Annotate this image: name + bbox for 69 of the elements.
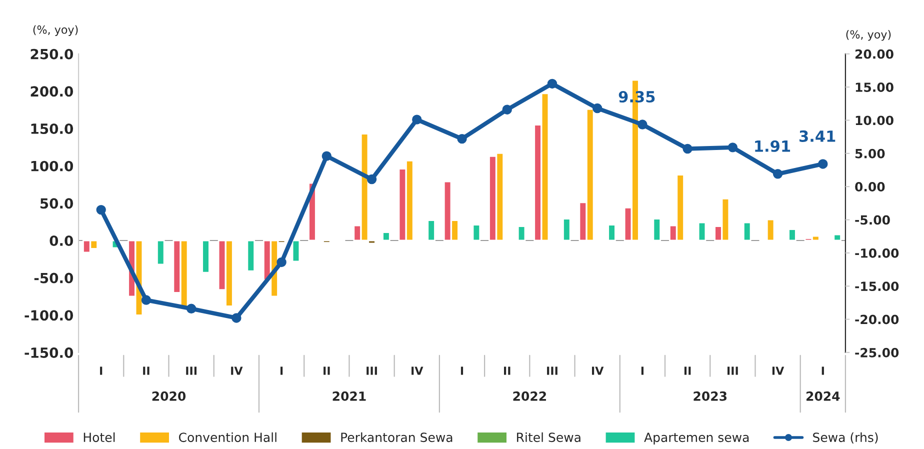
point bbox=[322, 151, 332, 161]
x-tick-label: IV bbox=[592, 366, 604, 375]
data-label: 3.41 bbox=[800, 130, 836, 142]
legend-label: Ritel Sewa bbox=[517, 432, 580, 442]
text: 2020 bbox=[152, 391, 186, 401]
x-tick-label: I bbox=[822, 366, 824, 375]
y-tick-label: 100.0 bbox=[31, 160, 74, 172]
legend-label: Perkantoran Sewa bbox=[341, 432, 452, 442]
point bbox=[638, 120, 648, 130]
y-tick-label: 150.0 bbox=[31, 123, 74, 134]
y-tick-label: 200.0 bbox=[30, 86, 74, 97]
text: 2022 bbox=[513, 391, 546, 401]
point bbox=[276, 257, 286, 268]
legend-label: Apartemen sewa bbox=[644, 432, 749, 444]
y-axis-title: (%, yoy) bbox=[33, 25, 78, 36]
text: 2021 bbox=[332, 391, 366, 401]
point bbox=[412, 114, 422, 124]
x-tick-label: IV bbox=[412, 366, 424, 375]
x-tick-label: III bbox=[366, 366, 377, 375]
y2-tick-label: 15.00 bbox=[856, 82, 894, 92]
y2-tick-label: 20.00 bbox=[855, 49, 894, 59]
y2-tick-label: 5.00 bbox=[855, 148, 885, 158]
y2-tick-label: -20.00 bbox=[855, 314, 899, 324]
y-tick-label: 0.0 bbox=[50, 235, 74, 246]
x-tick-label: IV bbox=[231, 366, 243, 375]
legend-label: Hotel bbox=[84, 432, 115, 442]
x-tick-label: I bbox=[280, 366, 283, 375]
y-tick-label: -100.0 bbox=[24, 310, 74, 321]
y-tick-label: 250.0 bbox=[30, 48, 74, 60]
point bbox=[457, 134, 467, 144]
point bbox=[141, 295, 152, 305]
x-tick-label: II bbox=[143, 366, 150, 375]
x-tick-label: II bbox=[504, 366, 510, 375]
point bbox=[502, 104, 512, 114]
x-tick-label: III bbox=[728, 366, 738, 375]
point bbox=[592, 103, 602, 114]
legend-label: Convention Hall bbox=[179, 432, 276, 442]
x-tick-label: I bbox=[100, 366, 102, 375]
y-tick-label: 50.0 bbox=[40, 198, 74, 209]
x-tick-label: IV bbox=[772, 366, 784, 375]
y2-tick-label: 10.00 bbox=[856, 116, 894, 126]
y2-tick-label: -25.00 bbox=[855, 348, 899, 358]
bar bbox=[292, 240, 300, 262]
y2-axis-title: (%, yoy) bbox=[846, 30, 891, 41]
point bbox=[96, 204, 106, 215]
text: 2024 bbox=[806, 391, 840, 401]
y2-tick-label: -10.00 bbox=[855, 248, 899, 258]
point bbox=[818, 159, 828, 169]
point bbox=[772, 169, 783, 179]
y-tick-label: -50.0 bbox=[34, 272, 74, 284]
y2-tick-label: -15.00 bbox=[855, 282, 899, 292]
point bbox=[728, 142, 738, 152]
x-tick-label: III bbox=[547, 366, 558, 375]
x-tick-label: II bbox=[684, 366, 691, 375]
y2-tick-label: 0.00 bbox=[855, 182, 885, 192]
legend-label: Sewa (rhs) bbox=[813, 432, 878, 444]
point bbox=[186, 304, 196, 314]
point bbox=[682, 144, 692, 154]
x-tick-label: III bbox=[186, 366, 196, 375]
x-tick-label: I bbox=[460, 366, 464, 375]
point bbox=[232, 313, 242, 323]
x-tick-label: II bbox=[324, 366, 330, 375]
y2-tick-label: -5.00 bbox=[855, 215, 890, 225]
text: 2023 bbox=[694, 391, 727, 401]
y-tick-label: -150.0 bbox=[24, 347, 74, 358]
x-tick-label: I bbox=[641, 366, 644, 375]
data-label: 1.91 bbox=[755, 140, 790, 152]
point bbox=[547, 78, 558, 89]
point bbox=[366, 174, 377, 184]
